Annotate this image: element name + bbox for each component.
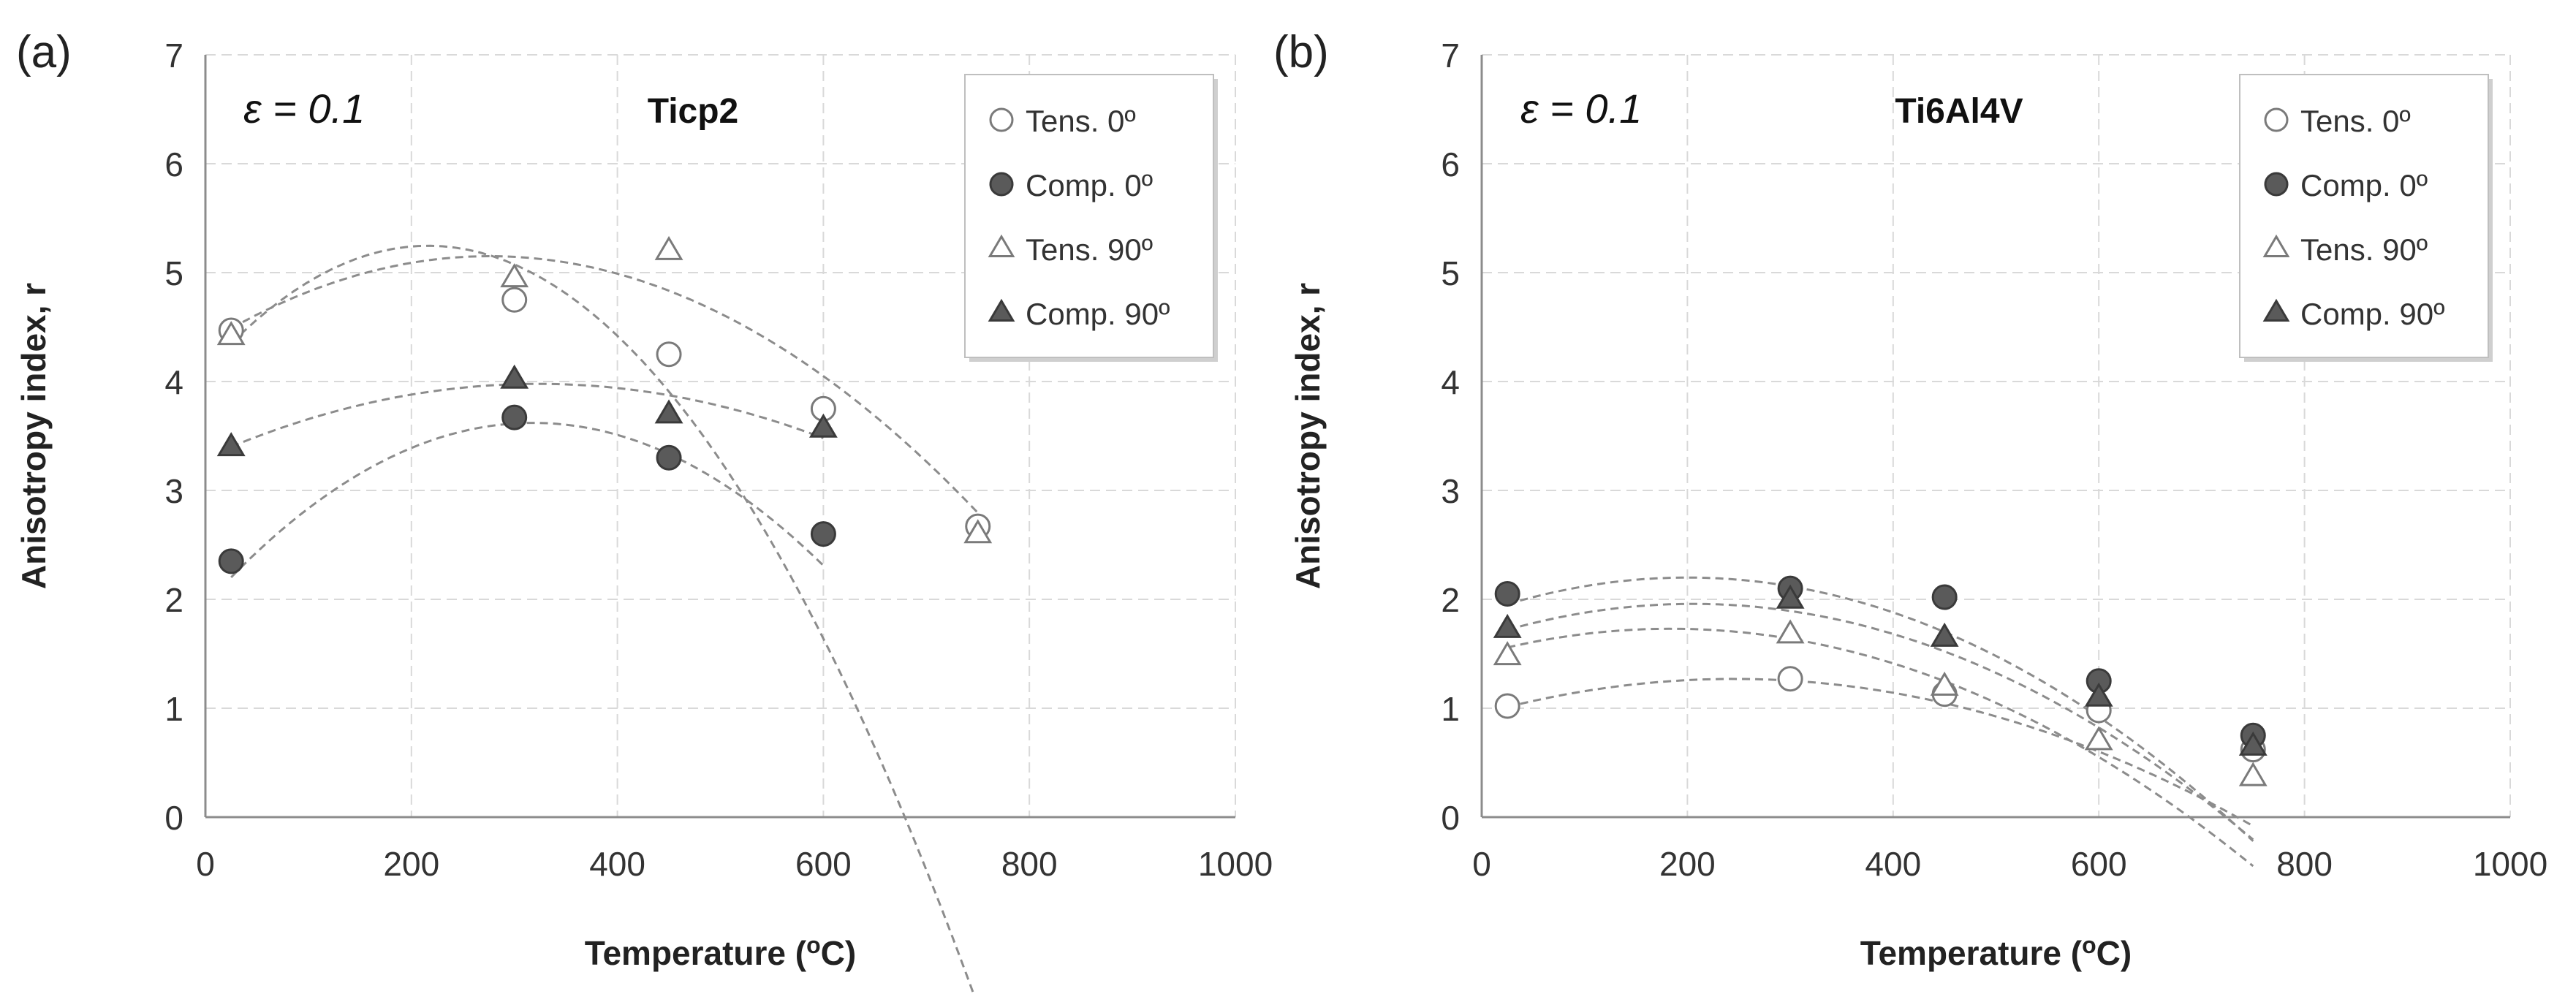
x-axis-title: Temperature (oC) <box>585 932 856 972</box>
data-point-series-2 <box>654 235 683 260</box>
data-point-series-3 <box>808 413 838 438</box>
y-tick-label: 3 <box>1441 472 1460 510</box>
x-tick-label: 800 <box>2276 845 2333 883</box>
legend-marker <box>2262 298 2290 322</box>
data-point-series-2 <box>216 321 246 346</box>
legend-marker <box>989 107 1014 132</box>
y-tick-label: 2 <box>164 581 183 619</box>
data-point-series-3 <box>1930 622 1959 647</box>
x-tick-label: 400 <box>589 845 645 883</box>
y-tick-label: 5 <box>164 254 183 292</box>
data-point-series-0 <box>656 341 682 368</box>
data-point-series-0 <box>501 287 528 313</box>
data-point-series-1 <box>218 548 244 574</box>
legend-label: Comp. 90º <box>1026 297 1170 331</box>
x-tick-label: 600 <box>2071 845 2127 883</box>
trendline-series-2 <box>230 254 979 514</box>
data-point-series-1 <box>501 404 528 430</box>
chart-panel-a: (a) 0 1 2 3 4 5 6 7 0 200 400 600 800 1000 Temperature … <box>15 27 1273 994</box>
y-tick-label: 1 <box>164 690 183 728</box>
data-point-series-3 <box>2238 731 2268 756</box>
legend-label: Tens. 0º <box>2300 104 2411 138</box>
data-point-series-2 <box>1493 641 1522 666</box>
data-point-series-1 <box>810 521 836 547</box>
strain-annotation: ε = 0.1 <box>1520 86 1642 132</box>
trendline-series-1 <box>230 422 825 578</box>
panel-label: (b) <box>1273 27 1329 77</box>
legend-label: Comp. 90º <box>2300 297 2444 331</box>
legend-marker <box>2264 107 2289 132</box>
x-tick-label: 0 <box>1472 845 1491 883</box>
y-axis-title: Anisotropy index, r <box>15 283 53 589</box>
x-tick-label: 400 <box>1865 845 1921 883</box>
trendline-series-2 <box>1507 627 2254 868</box>
legend-marker <box>989 172 1014 197</box>
trendline-series-3 <box>1507 602 2254 841</box>
data-point-series-3 <box>2084 682 2113 707</box>
y-tick-label: 5 <box>1441 254 1460 292</box>
legend-label: Tens. 90º <box>1026 232 1153 267</box>
data-point-series-2 <box>1776 619 1805 644</box>
data-point-series-2 <box>2238 762 2268 786</box>
panel-label: (a) <box>16 27 72 77</box>
data-point-series-2 <box>1930 671 1959 696</box>
x-tick-label: 800 <box>1001 845 1058 883</box>
data-point-series-1 <box>656 444 682 471</box>
y-tick-label: 0 <box>1441 799 1460 837</box>
x-axis-title: Temperature (oC) <box>1860 932 2132 972</box>
x-tick-label: 1000 <box>2473 845 2547 883</box>
strain-annotation: ε = 0.1 <box>243 86 365 132</box>
x-tick-label: 1000 <box>1198 845 1273 883</box>
data-point-series-3 <box>1493 613 1522 638</box>
x-tick-label: 200 <box>1659 845 1716 883</box>
y-tick-label: 6 <box>164 145 183 183</box>
data-point-series-1 <box>1494 581 1520 607</box>
data-point-series-3 <box>216 432 246 457</box>
data-point-series-2 <box>963 519 993 544</box>
data-point-series-3 <box>500 364 529 389</box>
trendline-series-1 <box>1507 576 2254 842</box>
trendline-series-0 <box>1507 678 2254 827</box>
data-point-series-2 <box>500 263 529 288</box>
y-axis-title: Anisotropy index, r <box>1289 283 1327 589</box>
legend-label: Tens. 0º <box>1026 104 1136 138</box>
chart-title: Ti6Al4V <box>1895 92 2023 131</box>
data-point-series-0 <box>1777 666 1803 692</box>
x-tick-label: 600 <box>795 845 852 883</box>
legend-label: Comp. 0º <box>1026 168 1153 202</box>
trendline-series-3 <box>230 382 824 448</box>
legend-marker <box>988 234 1015 257</box>
data-point-series-1 <box>1931 584 1958 610</box>
y-tick-label: 3 <box>164 472 183 510</box>
legend-label: Tens. 90º <box>2300 232 2428 267</box>
legend-marker <box>2264 172 2289 197</box>
x-tick-label: 0 <box>196 845 215 883</box>
y-tick-label: 1 <box>1441 690 1460 728</box>
chart-title: Ticp2 <box>648 92 739 131</box>
data-point-series-3 <box>1776 584 1805 609</box>
legend-marker <box>2262 234 2290 257</box>
data-point-series-0 <box>1494 693 1520 719</box>
y-tick-label: 4 <box>164 363 183 401</box>
y-tick-label: 7 <box>1441 37 1460 75</box>
legend-marker <box>988 298 1015 322</box>
y-tick-label: 7 <box>164 37 183 75</box>
y-tick-label: 4 <box>1441 363 1460 401</box>
chart-panel-b: (b) 0 1 2 3 4 5 6 7 0 200 400 600 800 1000 Temperature … <box>1273 27 2547 972</box>
x-tick-label: 200 <box>383 845 439 883</box>
data-point-series-3 <box>654 399 683 424</box>
trendline-series-0 <box>230 244 975 994</box>
y-tick-label: 2 <box>1441 581 1460 619</box>
y-tick-label: 6 <box>1441 145 1460 183</box>
data-point-series-2 <box>2084 726 2113 751</box>
y-tick-label: 0 <box>164 799 183 837</box>
legend-label: Comp. 0º <box>2300 168 2428 202</box>
